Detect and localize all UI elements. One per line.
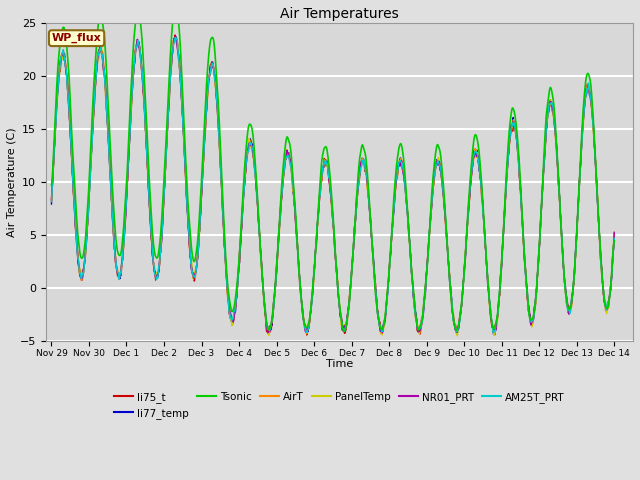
AM25T_PRT <box>595 217 602 223</box>
li75_t <box>492 323 499 329</box>
li77_temp <box>321 157 329 163</box>
AirT <box>611 231 618 237</box>
li75_t <box>172 32 179 38</box>
Tsonic <box>321 144 329 150</box>
AM25T_PRT <box>47 199 55 204</box>
Tsonic <box>611 238 618 244</box>
Tsonic <box>595 211 602 216</box>
PanelTemp <box>453 333 461 338</box>
li75_t <box>303 332 310 338</box>
X-axis label: Time: Time <box>326 359 353 369</box>
PanelTemp <box>76 266 84 272</box>
Tsonic <box>595 216 602 222</box>
Tsonic <box>340 328 348 334</box>
NR01_PRT <box>492 325 499 331</box>
li77_temp <box>491 332 499 338</box>
Y-axis label: Air Temperature (C): Air Temperature (C) <box>7 128 17 237</box>
li75_t <box>307 307 315 313</box>
AirT <box>321 160 329 166</box>
NR01_PRT <box>611 229 618 235</box>
li77_temp <box>595 212 602 218</box>
Tsonic <box>307 310 314 315</box>
li77_temp <box>492 328 499 334</box>
Tsonic <box>76 252 84 257</box>
NR01_PRT <box>172 34 179 40</box>
li75_t <box>595 216 602 222</box>
PanelTemp <box>611 229 618 235</box>
li75_t <box>47 197 55 203</box>
li75_t <box>76 270 84 276</box>
NR01_PRT <box>595 213 602 219</box>
PanelTemp <box>492 325 499 331</box>
li75_t <box>611 234 618 240</box>
AM25T_PRT <box>490 330 497 336</box>
AirT <box>595 207 602 213</box>
AirT <box>307 310 314 315</box>
PanelTemp <box>47 198 55 204</box>
Line: AirT: AirT <box>51 39 614 334</box>
AirT <box>595 215 602 221</box>
AM25T_PRT <box>172 35 179 40</box>
PanelTemp <box>595 214 602 220</box>
Line: li77_temp: li77_temp <box>51 36 614 335</box>
Line: PanelTemp: PanelTemp <box>51 39 614 336</box>
NR01_PRT <box>595 217 602 223</box>
PanelTemp <box>172 36 179 42</box>
AM25T_PRT <box>492 327 499 333</box>
Line: AM25T_PRT: AM25T_PRT <box>51 37 614 333</box>
Legend: li75_t, li77_temp, Tsonic, AirT, PanelTemp, NR01_PRT, AM25T_PRT: li75_t, li77_temp, Tsonic, AirT, PanelTe… <box>110 388 569 423</box>
PanelTemp <box>595 218 602 224</box>
PanelTemp <box>307 309 314 314</box>
Tsonic <box>47 182 55 188</box>
Text: WP_flux: WP_flux <box>52 33 102 43</box>
Title: Air Temperatures: Air Temperatures <box>280 7 399 21</box>
AM25T_PRT <box>76 270 84 276</box>
li77_temp <box>76 272 84 277</box>
AirT <box>491 331 499 337</box>
Line: Tsonic: Tsonic <box>51 9 614 331</box>
li77_temp <box>47 201 55 207</box>
li77_temp <box>611 231 618 237</box>
NR01_PRT <box>379 330 387 336</box>
AM25T_PRT <box>307 308 314 314</box>
li77_temp <box>595 217 602 223</box>
li75_t <box>322 159 330 165</box>
li75_t <box>595 211 602 216</box>
Tsonic <box>173 6 180 12</box>
Line: li75_t: li75_t <box>51 35 614 335</box>
NR01_PRT <box>47 196 55 202</box>
Tsonic <box>492 324 499 329</box>
AirT <box>47 196 55 202</box>
NR01_PRT <box>307 311 314 316</box>
NR01_PRT <box>76 274 84 280</box>
AM25T_PRT <box>321 157 329 163</box>
AirT <box>492 327 499 333</box>
PanelTemp <box>321 159 329 165</box>
li77_temp <box>307 310 314 316</box>
NR01_PRT <box>321 159 329 165</box>
li77_temp <box>172 34 179 39</box>
Line: NR01_PRT: NR01_PRT <box>51 37 614 333</box>
AirT <box>172 36 179 42</box>
AM25T_PRT <box>611 236 618 241</box>
AM25T_PRT <box>595 212 602 217</box>
AirT <box>76 269 84 275</box>
